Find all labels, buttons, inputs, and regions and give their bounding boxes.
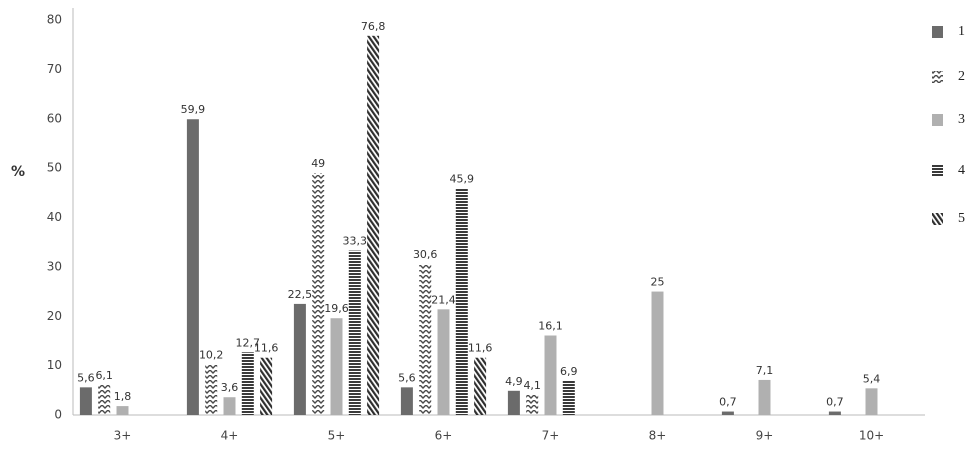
value-label: 0,7 — [719, 396, 737, 409]
bar — [758, 379, 771, 415]
value-label: 25 — [651, 276, 665, 289]
bar — [116, 406, 129, 415]
y-tick-label: 0 — [54, 408, 62, 422]
bar — [79, 387, 92, 415]
value-label: 10,2 — [199, 349, 224, 362]
x-tick-label: 4+ — [221, 429, 239, 443]
value-label: 16,1 — [538, 320, 563, 333]
bar — [260, 357, 273, 415]
bar — [205, 364, 218, 415]
value-label: 4,1 — [523, 379, 541, 392]
bar — [562, 380, 575, 415]
bar — [186, 119, 199, 416]
bar — [437, 309, 450, 415]
bar — [544, 335, 557, 415]
value-label: 0,7 — [826, 396, 844, 409]
y-tick-label: 60 — [47, 111, 62, 125]
legend-marker — [932, 213, 943, 225]
value-label: 7,1 — [756, 364, 774, 377]
bar — [367, 35, 380, 416]
x-tick-label: 3+ — [114, 429, 132, 443]
bar — [419, 263, 432, 415]
value-label: 21,4 — [431, 293, 456, 306]
value-label: 76,8 — [361, 20, 386, 33]
value-label: 30,6 — [413, 248, 438, 261]
x-tick-label: 9+ — [756, 429, 774, 443]
legend-marker — [932, 71, 943, 83]
value-label: 22,5 — [288, 288, 313, 301]
bar — [828, 411, 841, 415]
value-label: 59,9 — [181, 103, 206, 116]
bar — [330, 318, 343, 415]
bar — [526, 394, 539, 415]
x-tick-label: 8+ — [649, 429, 667, 443]
value-label: 6,9 — [560, 365, 578, 378]
bar — [474, 357, 487, 415]
bar — [865, 388, 878, 415]
value-label: 19,6 — [324, 302, 349, 315]
legend-label: 5 — [958, 211, 965, 226]
legend-label: 4 — [958, 163, 965, 178]
bar — [400, 387, 413, 415]
bar — [348, 250, 361, 415]
y-tick-label: 70 — [47, 62, 62, 76]
bar — [507, 390, 520, 415]
value-label: 12,7 — [236, 336, 261, 349]
bar — [721, 411, 734, 415]
legend-label: 2 — [958, 69, 965, 84]
value-label: 5,6 — [398, 371, 416, 384]
bar — [651, 291, 664, 415]
value-label: 1,8 — [114, 390, 132, 403]
x-tick-label: 10+ — [859, 429, 884, 443]
value-label: 4,9 — [505, 375, 523, 388]
bar — [223, 397, 236, 415]
y-tick-label: 40 — [47, 210, 62, 224]
bar — [241, 352, 254, 415]
y-axis-label: % — [11, 164, 25, 180]
value-label: 11,6 — [468, 342, 493, 355]
y-tick-label: 20 — [47, 309, 62, 323]
legend-marker — [932, 114, 943, 126]
bar — [293, 303, 306, 415]
value-label: 33,3 — [343, 235, 368, 248]
bar — [455, 188, 468, 415]
legend-label: 1 — [958, 24, 965, 39]
y-tick-label: 30 — [47, 259, 62, 273]
value-label: 49 — [311, 157, 325, 170]
y-tick-label: 80 — [47, 13, 62, 27]
bar — [312, 173, 325, 415]
y-tick-label: 50 — [47, 161, 62, 175]
x-tick-label: 5+ — [328, 429, 346, 443]
value-label: 5,4 — [863, 372, 881, 385]
value-label: 5,6 — [77, 371, 95, 384]
bar — [98, 384, 111, 415]
x-tick-label: 7+ — [542, 429, 560, 443]
legend-marker — [932, 165, 943, 177]
legend-label: 3 — [958, 112, 965, 127]
value-label: 6,1 — [95, 369, 113, 382]
value-label: 45,9 — [450, 172, 475, 185]
x-tick-label: 6+ — [435, 429, 453, 443]
value-label: 11,6 — [254, 342, 279, 355]
legend-marker — [932, 26, 943, 38]
value-label: 3,6 — [221, 381, 239, 394]
y-tick-label: 10 — [47, 358, 62, 372]
